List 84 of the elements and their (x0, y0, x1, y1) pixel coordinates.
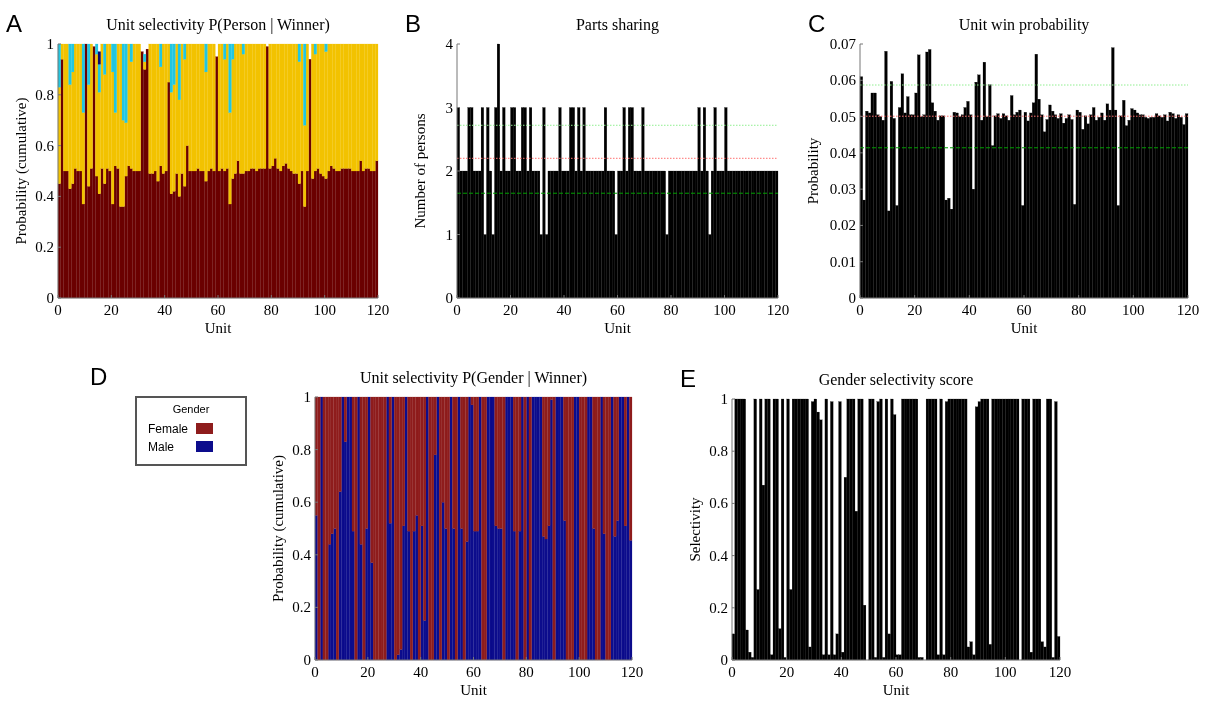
y-tick-label: 4 (445, 36, 454, 52)
y-tick-label: 0 (46, 290, 54, 306)
x-axis-title: Unit (460, 682, 488, 698)
y-tick-label: 0.4 (709, 547, 729, 564)
x-axis-title: Unit (604, 320, 632, 336)
legend-label: Female (148, 422, 189, 436)
y-tick-label: 1 (720, 391, 728, 407)
legend-label: Male (148, 440, 175, 454)
x-tick-label: 80 (518, 664, 534, 680)
x-tick-label: 80 (663, 302, 679, 318)
x-tick-label: 20 (103, 302, 119, 318)
y-tick-label: 0.6 (35, 137, 55, 154)
x-tick-label: 40 (157, 302, 173, 318)
y-tick-label: 3 (445, 99, 453, 116)
x-tick-label: 60 (466, 664, 481, 680)
x-tick-label: 40 (961, 302, 977, 318)
x-tick-label: 20 (360, 664, 376, 680)
y-axis-title: Probability (805, 137, 821, 205)
x-tick-label: 60 (210, 302, 226, 318)
x-tick-label: 80 (1071, 302, 1087, 318)
y-tick-label: 1 (303, 389, 311, 405)
text: E (680, 365, 697, 392)
x-tick-label: 80 (943, 664, 959, 680)
y-tick-label: 0.4 (292, 546, 312, 563)
chart-title: Parts sharing (575, 16, 660, 34)
y-tick-label: 0.2 (292, 599, 311, 616)
y-tick-label: 0 (720, 652, 728, 668)
y-tick-label: 0.2 (35, 239, 54, 256)
y-tick-label: 0.06 (829, 72, 857, 89)
x-tick-label: 100 (567, 664, 591, 680)
x-tick-label: 100 (313, 302, 336, 318)
chart-title: Gender selectivity score (818, 371, 974, 389)
y-tick-label: 0.8 (709, 443, 728, 460)
x-tick-label: 20 (907, 302, 923, 318)
text: A (6, 10, 23, 37)
x-tick-label: 100 (1122, 302, 1145, 318)
x-tick-label: 60 (1016, 302, 1032, 318)
y-tick-label: 0 (848, 290, 856, 306)
x-tick-label: 120 (1048, 664, 1072, 680)
chart-title: Unit win probability (958, 16, 1090, 34)
text: B (405, 10, 422, 37)
y-tick-label: 0.6 (709, 495, 729, 512)
text: C (808, 10, 826, 37)
x-tick-label: 60 (610, 302, 625, 318)
y-tick-label: 0.03 (829, 181, 856, 198)
y-tick-label: 0.8 (35, 86, 54, 103)
chart-title: Unit selectivity P(Gender | Winner) (359, 369, 588, 387)
x-tick-label: 120 (366, 302, 390, 318)
y-tick-label: 0.07 (829, 36, 857, 52)
x-tick-label: 20 (779, 664, 795, 680)
x-tick-label: 20 (503, 302, 518, 318)
y-tick-label: 0.04 (829, 144, 857, 161)
x-tick-label: 120 (620, 664, 644, 680)
x-axis-title: Unit (204, 320, 233, 336)
y-axis-title: Probability (cumulative) (13, 97, 30, 245)
text: D (90, 363, 108, 390)
y-tick-label: 0 (303, 652, 311, 668)
y-tick-label: 0.6 (292, 494, 312, 511)
x-tick-label: 120 (1176, 302, 1200, 318)
y-tick-label: 1 (445, 226, 453, 243)
x-tick-label: 100 (994, 664, 1017, 680)
y-tick-label: 0.05 (829, 108, 856, 125)
x-axis-title: Unit (882, 682, 911, 698)
y-tick-label: 0.8 (292, 441, 311, 458)
x-axis-title: Unit (1010, 320, 1039, 336)
y-tick-label: 0.4 (35, 188, 55, 205)
y-tick-label: 1 (46, 36, 54, 52)
y-tick-label: 0.02 (829, 217, 856, 234)
y-tick-label: 0.01 (829, 253, 856, 270)
y-tick-label: 2 (445, 163, 453, 179)
x-tick-label: 120 (766, 302, 790, 318)
y-axis-title: Probability (cumulative) (270, 454, 287, 603)
y-axis-title: Selectivity (687, 496, 703, 562)
x-tick-label: 80 (263, 302, 279, 318)
y-tick-label: 0.2 (709, 599, 728, 616)
x-tick-label: 100 (713, 302, 736, 318)
y-axis-title: Number of persons (412, 113, 428, 229)
y-tick-label: 0 (445, 290, 453, 306)
x-tick-label: 40 (413, 664, 429, 680)
x-tick-label: 60 (888, 664, 904, 680)
x-tick-label: 40 (556, 302, 572, 318)
legend-title: Gender (172, 403, 210, 415)
chart-title: Unit selectivity P(Person | Winner) (106, 16, 330, 34)
x-tick-label: 40 (833, 664, 849, 680)
